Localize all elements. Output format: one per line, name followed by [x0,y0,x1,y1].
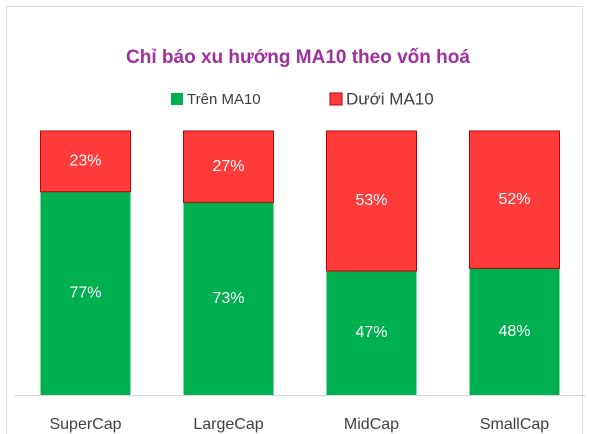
bar-segment [183,130,274,203]
bar-segment [40,191,131,395]
bar-segment [183,202,274,395]
chart-title: Chỉ báo xu hướng MA10 theo vốn hoá [126,47,470,68]
legend-label: Dưới MA10 [346,89,434,108]
legend-swatch [329,92,343,106]
data-label: 48% [498,323,530,340]
data-label: 52% [498,191,530,208]
x-tick-label: SmallCap [480,416,549,433]
x-tick-label: SuperCap [49,416,121,433]
data-label: 23% [69,153,101,170]
x-tick-label: LargeCap [193,416,263,433]
legend-label: Trên MA10 [187,91,261,108]
bar-segment [326,130,417,272]
data-label: 77% [69,285,101,302]
bar-segment [326,270,417,395]
data-label: 27% [212,158,244,175]
data-label: 47% [355,324,387,341]
data-label: 73% [212,290,244,307]
x-tick-label: MidCap [344,416,399,433]
legend-swatch [171,93,183,105]
bar-segment [469,130,560,269]
bar-segment [469,268,560,395]
bar-segment [40,130,131,193]
data-label: 53% [355,192,387,209]
